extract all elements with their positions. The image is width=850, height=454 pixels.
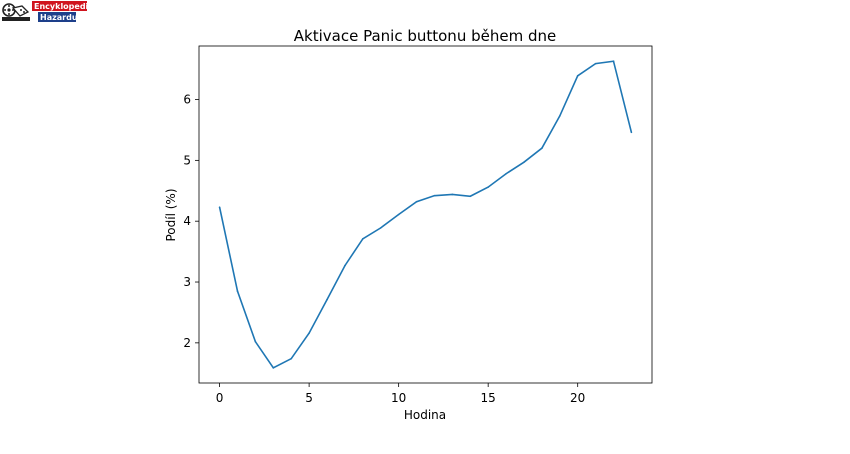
y-tick-label: 3	[183, 275, 191, 289]
data-point	[397, 213, 400, 216]
y-tick-label: 6	[183, 93, 191, 107]
data-point	[218, 206, 221, 209]
data-point	[469, 195, 472, 198]
data-point	[308, 332, 310, 334]
series-line	[218, 60, 633, 369]
data-point	[487, 186, 489, 188]
x-axis: 0 5 10 15 20	[216, 383, 585, 405]
y-axis-label: Podíl (%)	[164, 188, 178, 241]
x-tick-label: 20	[570, 391, 585, 405]
x-tick-label: 0	[216, 391, 224, 405]
data-point	[576, 75, 579, 77]
logo-accent-bar	[32, 1, 87, 11]
plot-area-frame	[198, 45, 653, 384]
y-tick-label: 2	[183, 336, 191, 350]
data-point	[254, 340, 257, 343]
data-point	[326, 298, 328, 301]
data-point	[272, 366, 275, 369]
data-point	[523, 161, 525, 163]
logo-line2: Hazardu	[40, 13, 78, 22]
logo-accent-bar-2	[38, 12, 76, 22]
data-point	[558, 115, 561, 117]
x-tick-label: 15	[481, 391, 496, 405]
data-point	[236, 290, 239, 292]
logo-line1: Encyklopedie	[34, 2, 90, 11]
series-points	[218, 60, 633, 369]
data-point	[362, 238, 364, 240]
data-point	[612, 60, 615, 63]
data-point	[451, 193, 454, 196]
x-tick-label: 5	[305, 391, 313, 405]
data-point	[290, 357, 293, 360]
data-point	[344, 264, 346, 267]
data-point	[415, 200, 418, 203]
y-axis: 2 3 4 5 6	[183, 93, 199, 350]
data-point	[433, 194, 436, 197]
data-point	[505, 172, 507, 175]
chart-title: Aktivace Panic buttonu během dne	[294, 27, 556, 45]
x-tick-label: 10	[391, 391, 406, 405]
y-tick-label: 5	[183, 153, 191, 167]
data-point	[379, 227, 382, 229]
site-logo: Encyklopedie Hazardu	[0, 0, 94, 28]
data-point	[630, 131, 633, 134]
x-axis-label: Hodina	[404, 408, 446, 422]
data-point	[594, 62, 597, 65]
logo-icon	[2, 3, 30, 21]
y-tick-label: 4	[183, 214, 191, 228]
data-point	[541, 147, 543, 149]
